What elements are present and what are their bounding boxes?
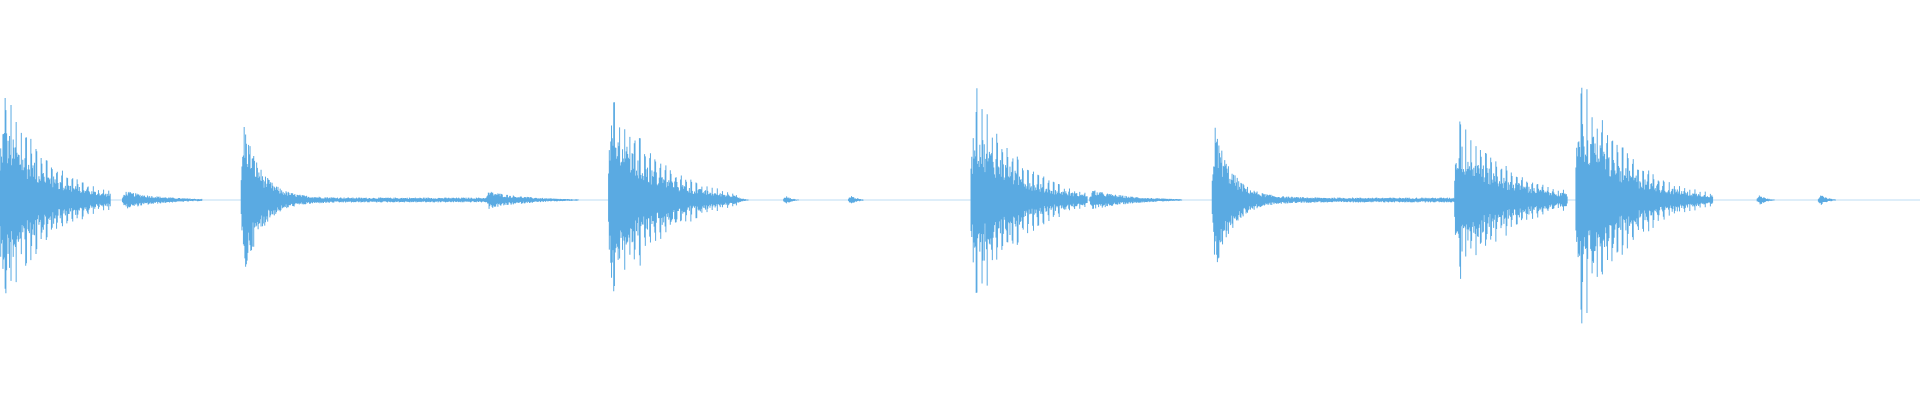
waveform-burst <box>1575 87 1714 324</box>
waveform-burst <box>1211 127 1456 263</box>
waveform-burst <box>848 196 864 204</box>
waveform-burst <box>783 196 799 204</box>
waveform-burst <box>730 195 749 205</box>
waveform-burst <box>485 191 579 209</box>
waveform-burst <box>1756 195 1775 205</box>
waveform-burst <box>240 126 487 267</box>
waveform-burst <box>970 88 1088 293</box>
waveform-burst <box>1454 121 1568 279</box>
waveform-burst <box>1089 190 1183 209</box>
waveform-burst <box>1817 195 1836 205</box>
waveform-burst <box>0 97 111 294</box>
waveform-burst <box>608 102 738 292</box>
waveform-burst <box>121 191 203 209</box>
